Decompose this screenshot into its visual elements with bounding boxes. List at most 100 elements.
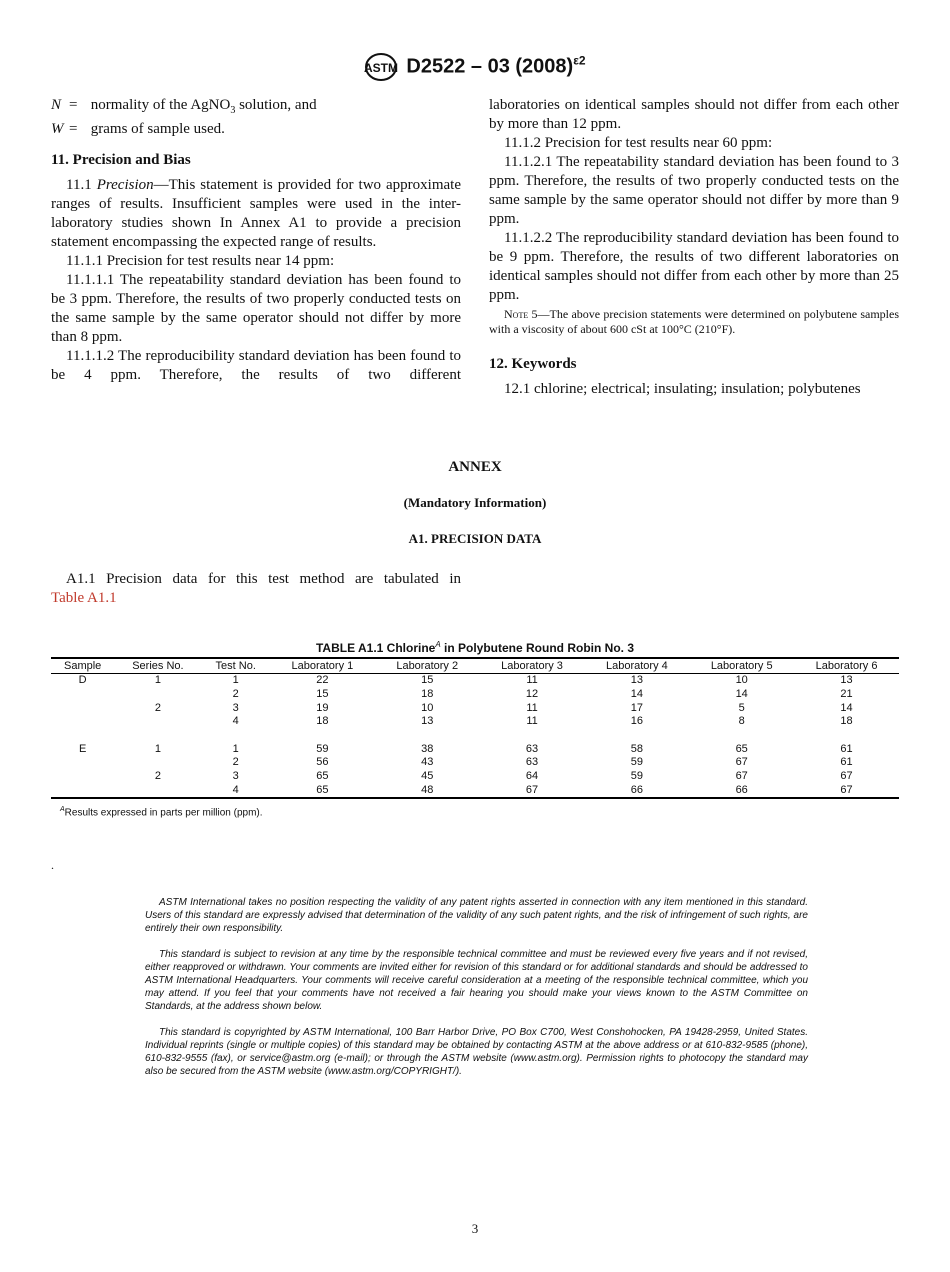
table-cell: 19 [316,701,329,714]
paragraph: 11.1.2.2 The reproducibility standard de… [489,230,899,303]
table-cell: 14 [735,688,748,701]
paragraph: 11.1 Precision—This statement is provide… [51,177,461,250]
table-cell: 65 [316,783,329,796]
column-header: Laboratory 4 [584,658,690,674]
table-footnote: AResults expressed in parts per million … [60,806,263,819]
table-cell [201,729,270,743]
table-cell [480,729,585,743]
column-header: Series No. [114,658,202,674]
var-definition: grams of sample used. [90,121,225,137]
table-cell: 38 [421,742,434,755]
table-cell: 14 [840,701,853,714]
table-cell: 3 [232,701,239,714]
footer-paragraph: This standard is subject to revision at … [145,948,808,1013]
table-cell: 66 [735,783,748,796]
table-cell: 12 [525,688,539,701]
table-cell [114,756,201,770]
table-cell: 16 [630,715,643,728]
table-cell [794,729,899,743]
table-row: 2 3 19 10 11 17 5 14 [51,701,899,715]
table-cell: 13 [630,674,643,687]
section-heading: 11. Precision and Bias [51,152,191,168]
paragraph: 11.1.2.1 The repeatability standard devi… [489,154,899,227]
note: Note 5—The above precision statements we… [489,307,899,336]
var-eq: = [69,121,78,137]
table-cell [270,729,375,743]
table-row: E 1 1 59 38 63 58 65 61 [51,742,899,756]
table-cell: 66 [630,783,643,796]
page-header: ASTM D2522 – 03 (2008)ε2 [0,52,950,82]
table-cell: 64 [525,770,539,783]
paragraph: laboratories on identical samples should… [489,97,899,132]
table-cell: 8 [738,715,745,728]
table-cell: D [78,674,87,687]
table-cell: 22 [316,674,329,687]
precision-table: Sample Series No. Test No. Laboratory 1 Labo… [51,657,899,800]
table-cell: 67 [525,783,539,796]
paragraph: 11.1.2 Precision for test results near 6… [504,135,773,151]
table-cell: 65 [316,770,329,783]
paragraph: 11.1.1 Precision for test results near 1… [66,253,335,269]
table-cell: 67 [735,770,748,783]
table-cell: 13 [840,674,853,687]
page-number: 3 [471,1221,479,1236]
annex-subtitle: (Mandatory Information) [403,495,547,510]
table-cell: 43 [421,756,434,769]
table-cell [114,784,201,799]
table-cell [584,729,689,743]
table-cell: 2 [154,770,161,783]
designation-superscript: ε2 [573,53,586,68]
table-cell [375,729,480,743]
table-cell [51,729,114,743]
table-row: 2 56 43 63 59 67 61 [51,756,899,770]
var-symbol: N [51,97,62,113]
table-cell: 18 [840,715,853,728]
variable-list: N = normality of the AgNO3 solution, and … [51,96,461,139]
paragraph: 11.1.1.1 The repeatability standard devi… [51,272,461,345]
table-row: 4 65 48 67 66 66 67 [51,784,899,799]
table-cell: 67 [840,783,853,796]
table-cell: 10 [421,701,434,714]
column-header: Sample [51,658,115,674]
column-header: Laboratory 3 [479,658,585,674]
table-cell: 15 [316,688,329,701]
paragraph: 11.1.1.2 The reproducibility standard de… [51,348,461,383]
table-cell: 61 [840,742,853,755]
table-cell: 45 [421,770,434,783]
table-cell: 59 [316,742,329,755]
annex-title: ANNEX [448,459,502,475]
column-header: Laboratory 5 [689,658,795,674]
table-cell [114,729,201,743]
table-row: 2 3 65 45 64 59 67 67 [51,770,899,784]
table-cell [51,688,114,702]
column-header: Laboratory 2 [374,658,480,674]
table-row: 2 15 18 12 14 14 21 [51,688,899,702]
table-cell [51,715,114,729]
table-cell: 17 [630,701,643,714]
table-cell: 4 [232,715,239,728]
table-cell: 59 [630,770,643,783]
annex-section-heading: A1. PRECISION DATA [408,531,542,546]
table-row [51,729,899,743]
table-cell: 11 [526,674,538,687]
var-symbol: W [51,121,64,137]
column-header: Laboratory 1 [269,658,375,674]
table-cell: 4 [232,783,239,796]
astm-logo-icon: ASTM [364,53,398,81]
table-cell: 58 [630,742,643,755]
table-cell [114,715,201,729]
table-cell: 1 [154,742,161,755]
table-link[interactable]: Table A1.1 [51,590,117,606]
footer-notices: ASTM International takes no position res… [145,896,808,1090]
table-cell: 11 [526,701,538,714]
table-row: 4 18 13 11 16 8 18 [51,715,899,729]
table-cell: 5 [738,701,745,714]
table-cell: 61 [840,756,853,769]
table-cell: 14 [630,688,643,701]
table-cell: 11 [526,715,538,728]
footer-paragraph: ASTM International takes no position res… [145,897,808,935]
table-cell: 1 [232,742,239,755]
table-cell: 2 [154,701,161,714]
table-row: D 1 1 22 15 11 13 10 13 [51,674,899,688]
